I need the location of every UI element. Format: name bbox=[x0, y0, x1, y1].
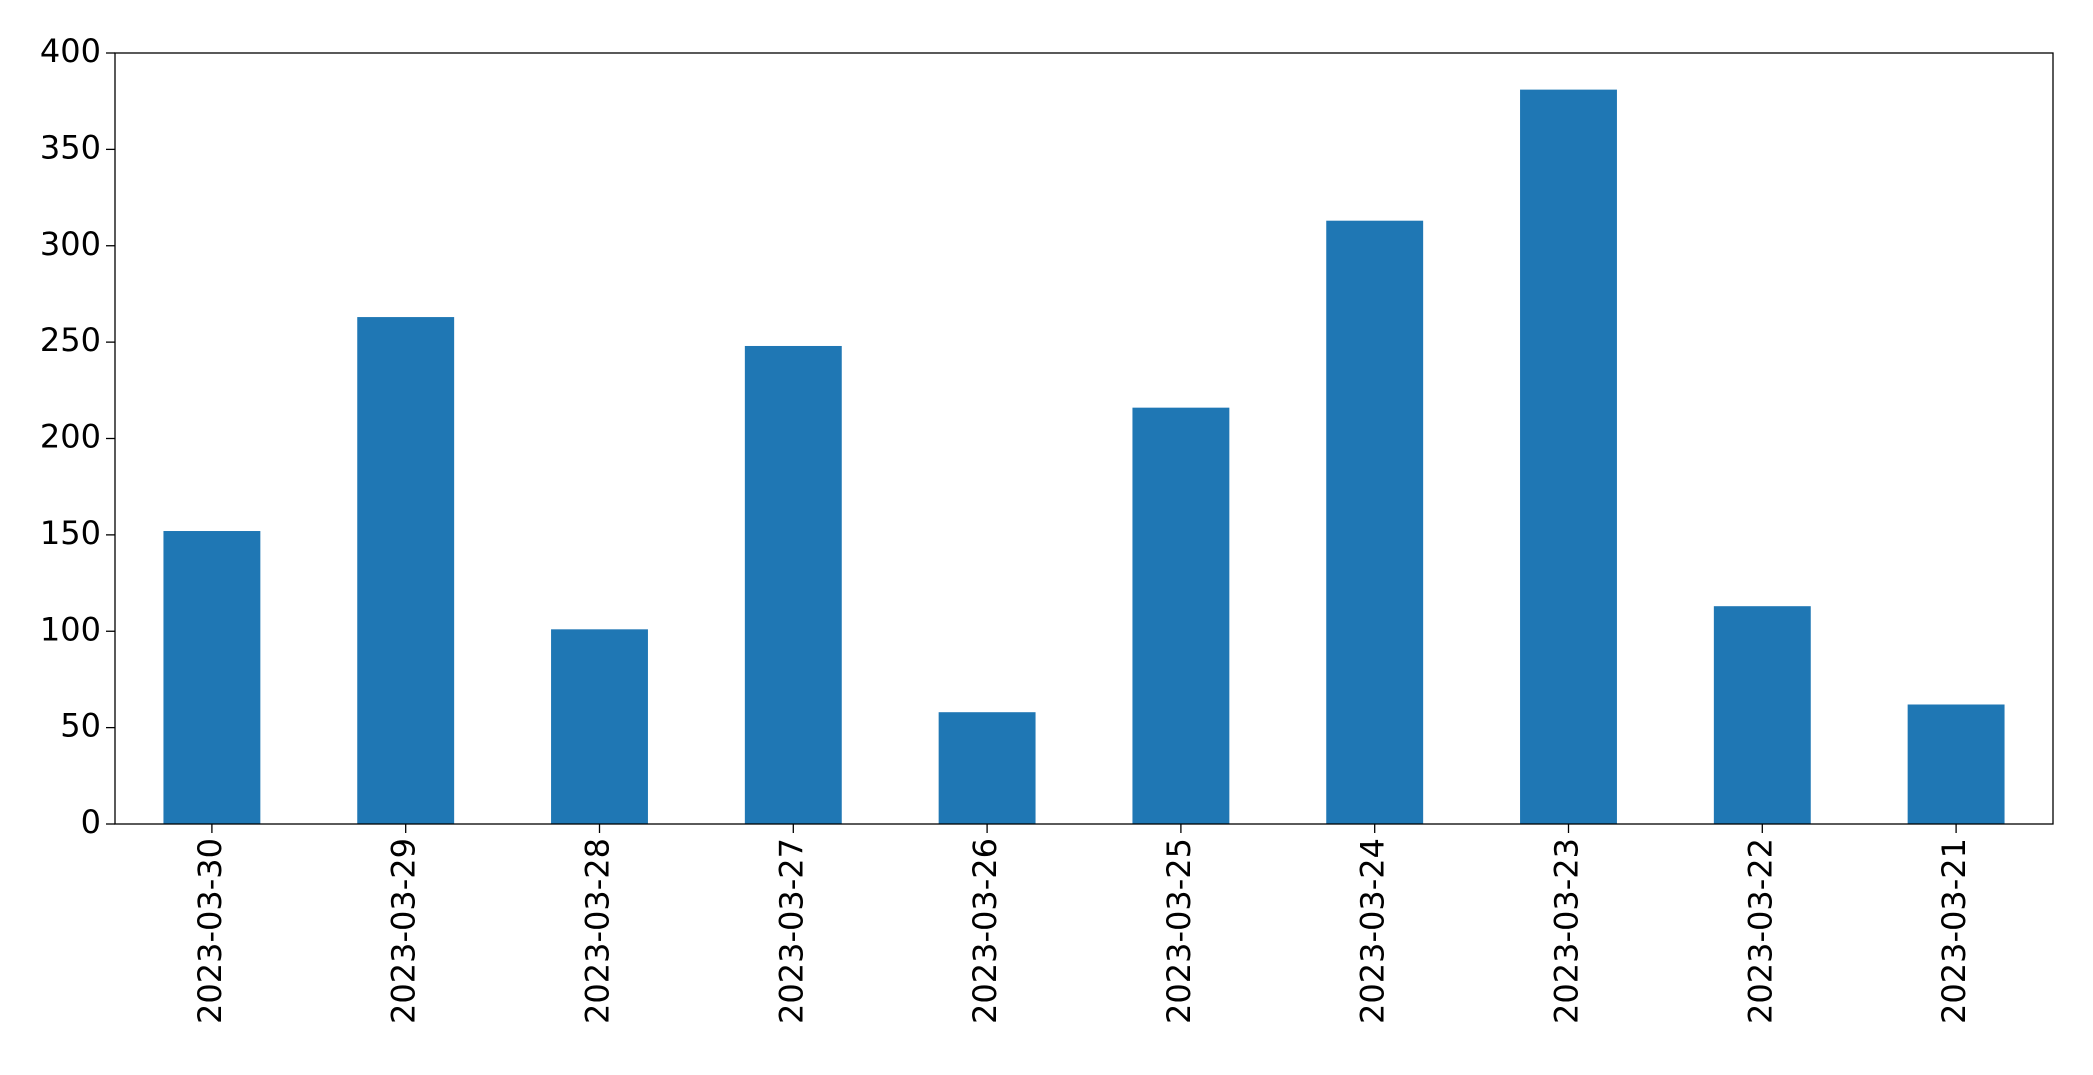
bar bbox=[1326, 220, 1424, 824]
x-tick-label: 2023-03-26 bbox=[966, 838, 1004, 1024]
bar bbox=[744, 345, 842, 824]
x-tick-label: 2023-03-29 bbox=[385, 838, 423, 1024]
y-tick-label: 350 bbox=[40, 128, 101, 166]
bar bbox=[1907, 704, 2005, 824]
x-tick-label: 2023-03-27 bbox=[772, 838, 810, 1024]
y-tick-label: 150 bbox=[40, 514, 101, 552]
bar bbox=[938, 712, 1036, 824]
plot-frame bbox=[114, 52, 2054, 825]
x-tick-label: 2023-03-21 bbox=[1935, 838, 1973, 1024]
y-tick-label: 50 bbox=[60, 707, 101, 745]
x-tick-label: 2023-03-24 bbox=[1354, 838, 1392, 1024]
bar bbox=[1520, 89, 1617, 824]
bar bbox=[1713, 606, 1811, 824]
x-tick-label: 2023-03-23 bbox=[1548, 838, 1586, 1024]
bar bbox=[551, 629, 648, 824]
x-tick-label: 2023-03-28 bbox=[579, 838, 617, 1024]
y-tick-label: 100 bbox=[40, 610, 101, 648]
x-tick-label: 2023-03-22 bbox=[1741, 838, 1779, 1024]
bar bbox=[1132, 407, 1230, 824]
bar bbox=[163, 531, 261, 824]
y-tick-label: 300 bbox=[40, 225, 101, 263]
y-tick-label: 200 bbox=[40, 418, 101, 456]
bar bbox=[357, 317, 455, 824]
y-tick-label: 400 bbox=[40, 32, 101, 70]
y-tick-label: 250 bbox=[40, 321, 101, 359]
x-tick-label: 2023-03-25 bbox=[1160, 838, 1198, 1024]
x-tick-label: 2023-03-30 bbox=[191, 838, 229, 1024]
y-tick-label: 0 bbox=[81, 803, 101, 841]
